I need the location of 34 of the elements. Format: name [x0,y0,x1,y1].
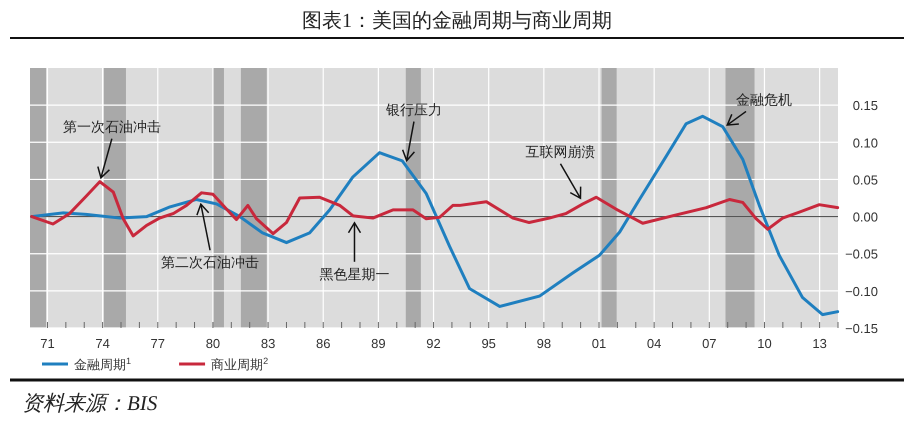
y-tick-label: 0.10 [852,135,878,150]
y-tick-label: −0.15 [845,321,878,336]
x-tick-label: 89 [371,336,386,351]
x-tick-label: 07 [702,336,717,351]
annotation: 互联网崩溃 [525,144,596,160]
annotation: 银行压力 [384,102,442,118]
x-tick-label: 01 [592,336,606,351]
legend-label: 金融周期$^{1}$ [74,356,132,372]
y-tick-label: 0.00 [852,210,878,225]
annotation: 第二次石油冲击 [161,254,260,270]
y-tick-label: −0.10 [845,284,878,299]
y-tick-label: 0.15 [852,98,878,114]
line-series [30,114,840,316]
chart-title: 图表1：美国的金融周期与商业周期 [302,9,612,32]
x-tick-label: 71 [40,336,55,351]
x-tick-label: 04 [646,336,662,351]
y-tick-label: 0.05 [852,172,878,188]
annotation: 金融危机 [736,91,792,108]
x-tick-label: 13 [812,336,827,351]
x-tick-label: 77 [150,336,166,351]
x-tick-label: 74 [95,336,110,351]
line-series [30,180,840,238]
x-tick-label: 98 [536,336,552,351]
x-tick-label: 10 [757,336,772,351]
annotation: 第一次石油冲击 [62,118,161,135]
x-tick-label: 83 [260,336,276,351]
x-tick-label: 95 [481,336,496,351]
x-tick-label: 86 [316,336,330,351]
annotation: 黑色星期一 [319,266,390,282]
x-tick-label: 80 [206,336,220,351]
text: 资料来源：BIS [22,391,158,415]
legend-label: 商业周期$^{2}$ [211,356,268,372]
x-tick-label: 92 [426,336,441,351]
y-tick-label: −0.05 [845,246,878,262]
